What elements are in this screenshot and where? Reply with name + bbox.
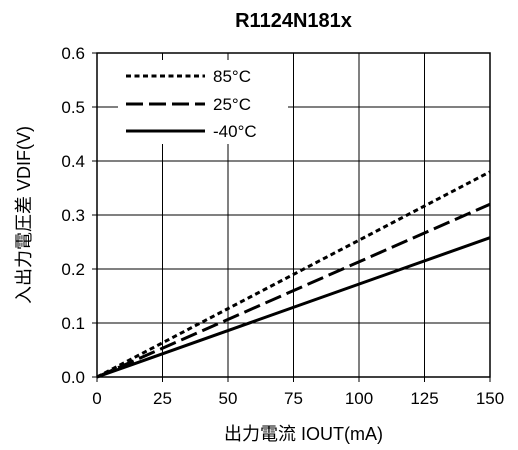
y-tick-label: 0.0 bbox=[61, 368, 85, 387]
x-axis-label: 出力電流 IOUT(mA) bbox=[224, 424, 383, 444]
x-tick-label: 100 bbox=[345, 389, 373, 408]
x-tick-label: 125 bbox=[410, 389, 438, 408]
y-tick-label: 0.5 bbox=[61, 98, 85, 117]
x-tick-label: 75 bbox=[284, 389, 303, 408]
y-tick-label: 0.3 bbox=[61, 206, 85, 225]
y-tick-label: 0.4 bbox=[61, 152, 85, 171]
x-tick-label: 0 bbox=[92, 389, 101, 408]
series-line--40°C bbox=[96, 236, 491, 379]
y-axis-label: 入出力電圧差 VDIF(V) bbox=[14, 126, 34, 304]
chart-title: R1124N181x bbox=[235, 10, 352, 32]
series-line-85°C bbox=[96, 170, 491, 379]
series-line-25°C bbox=[96, 202, 491, 379]
legend-label: 85°C bbox=[213, 67, 251, 86]
y-tick-label: 0.2 bbox=[61, 260, 85, 279]
y-tick-label: 0.1 bbox=[61, 314, 85, 333]
legend-label: -40°C bbox=[213, 122, 257, 141]
y-tick-label: 0.6 bbox=[61, 44, 85, 63]
legend-label: 25°C bbox=[213, 95, 251, 114]
x-tick-label: 25 bbox=[153, 389, 172, 408]
x-tick-label: 150 bbox=[476, 389, 504, 408]
x-tick-label: 50 bbox=[219, 389, 238, 408]
